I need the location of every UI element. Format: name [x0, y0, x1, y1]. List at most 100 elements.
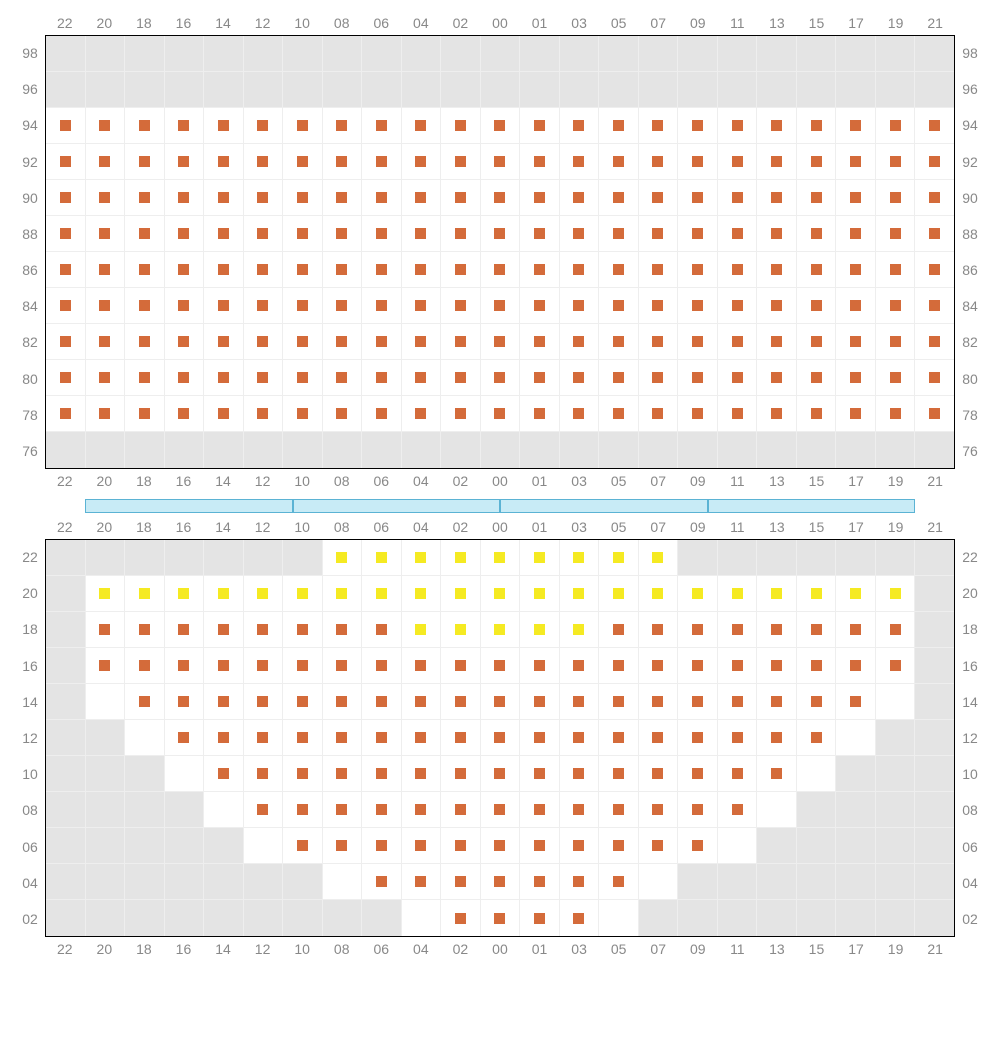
seat-cell[interactable]	[244, 612, 284, 648]
seat-cell[interactable]	[125, 576, 165, 612]
seat-cell[interactable]	[165, 180, 205, 216]
seat-cell[interactable]	[244, 360, 284, 396]
seat-cell[interactable]	[718, 144, 758, 180]
seat-cell[interactable]	[481, 720, 521, 756]
seat-cell[interactable]	[46, 252, 86, 288]
seat-cell[interactable]	[560, 756, 600, 792]
seat-cell[interactable]	[481, 648, 521, 684]
seat-cell[interactable]	[362, 792, 402, 828]
seat-cell[interactable]	[797, 144, 837, 180]
seat-cell[interactable]	[86, 324, 126, 360]
seat-cell[interactable]	[718, 216, 758, 252]
seat-cell[interactable]	[86, 180, 126, 216]
seat-cell[interactable]	[678, 648, 718, 684]
seat-cell[interactable]	[46, 216, 86, 252]
seat-cell[interactable]	[441, 576, 481, 612]
seat-cell[interactable]	[481, 612, 521, 648]
seat-cell[interactable]	[520, 396, 560, 432]
seat-cell[interactable]	[876, 252, 916, 288]
seat-cell[interactable]	[46, 144, 86, 180]
seat-cell[interactable]	[481, 252, 521, 288]
seat-cell[interactable]	[520, 108, 560, 144]
seat-cell[interactable]	[560, 792, 600, 828]
seat-cell[interactable]	[599, 576, 639, 612]
seat-cell[interactable]	[797, 684, 837, 720]
seat-cell[interactable]	[204, 720, 244, 756]
seat-cell[interactable]	[204, 288, 244, 324]
seat-cell[interactable]	[678, 612, 718, 648]
seat-cell[interactable]	[86, 396, 126, 432]
seat-cell[interactable]	[204, 576, 244, 612]
seat-cell[interactable]	[481, 144, 521, 180]
seat-cell[interactable]	[560, 684, 600, 720]
seat-cell[interactable]	[244, 144, 284, 180]
seat-cell[interactable]	[915, 396, 954, 432]
seat-cell[interactable]	[86, 360, 126, 396]
seat-cell[interactable]	[402, 108, 442, 144]
seat-cell[interactable]	[441, 900, 481, 936]
seat-cell[interactable]	[165, 648, 205, 684]
seat-cell[interactable]	[678, 684, 718, 720]
seat-cell[interactable]	[520, 180, 560, 216]
seat-cell[interactable]	[836, 324, 876, 360]
seat-cell[interactable]	[125, 252, 165, 288]
seat-cell[interactable]	[323, 216, 363, 252]
seat-cell[interactable]	[836, 144, 876, 180]
seat-cell[interactable]	[441, 108, 481, 144]
seat-cell[interactable]	[718, 684, 758, 720]
seat-cell[interactable]	[46, 396, 86, 432]
seat-cell[interactable]	[520, 360, 560, 396]
seat-cell[interactable]	[441, 864, 481, 900]
seat-cell[interactable]	[678, 180, 718, 216]
seat-cell[interactable]	[46, 360, 86, 396]
seat-cell[interactable]	[757, 396, 797, 432]
seat-cell[interactable]	[757, 684, 797, 720]
seat-cell[interactable]	[441, 288, 481, 324]
seat-cell[interactable]	[718, 252, 758, 288]
seat-cell[interactable]	[441, 252, 481, 288]
seat-cell[interactable]	[46, 108, 86, 144]
seat-cell[interactable]	[876, 648, 916, 684]
seat-cell[interactable]	[639, 288, 679, 324]
seat-cell[interactable]	[244, 324, 284, 360]
seat-cell[interactable]	[836, 216, 876, 252]
seat-cell[interactable]	[599, 396, 639, 432]
seat-cell[interactable]	[402, 648, 442, 684]
seat-cell[interactable]	[125, 180, 165, 216]
seat-cell[interactable]	[86, 108, 126, 144]
seat-cell[interactable]	[402, 144, 442, 180]
seat-cell[interactable]	[915, 360, 954, 396]
seat-cell[interactable]	[639, 612, 679, 648]
seat-cell[interactable]	[441, 396, 481, 432]
seat-cell[interactable]	[876, 108, 916, 144]
seat-cell[interactable]	[323, 576, 363, 612]
seat-cell[interactable]	[402, 288, 442, 324]
seat-cell[interactable]	[441, 684, 481, 720]
seat-cell[interactable]	[757, 288, 797, 324]
seat-cell[interactable]	[362, 684, 402, 720]
seat-cell[interactable]	[362, 720, 402, 756]
seat-cell[interactable]	[204, 180, 244, 216]
seat-cell[interactable]	[441, 756, 481, 792]
seat-cell[interactable]	[362, 576, 402, 612]
seat-cell[interactable]	[204, 684, 244, 720]
seat-cell[interactable]	[125, 288, 165, 324]
seat-cell[interactable]	[323, 180, 363, 216]
seat-cell[interactable]	[757, 360, 797, 396]
seat-cell[interactable]	[283, 180, 323, 216]
seat-cell[interactable]	[915, 252, 954, 288]
seat-cell[interactable]	[125, 144, 165, 180]
seat-cell[interactable]	[481, 900, 521, 936]
seat-cell[interactable]	[204, 216, 244, 252]
seat-cell[interactable]	[244, 756, 284, 792]
seat-cell[interactable]	[362, 756, 402, 792]
seat-cell[interactable]	[797, 648, 837, 684]
seat-cell[interactable]	[283, 576, 323, 612]
seat-cell[interactable]	[323, 288, 363, 324]
seat-cell[interactable]	[560, 864, 600, 900]
seat-cell[interactable]	[441, 828, 481, 864]
seat-cell[interactable]	[362, 288, 402, 324]
seat-cell[interactable]	[323, 360, 363, 396]
seat-cell[interactable]	[560, 900, 600, 936]
seat-cell[interactable]	[757, 576, 797, 612]
